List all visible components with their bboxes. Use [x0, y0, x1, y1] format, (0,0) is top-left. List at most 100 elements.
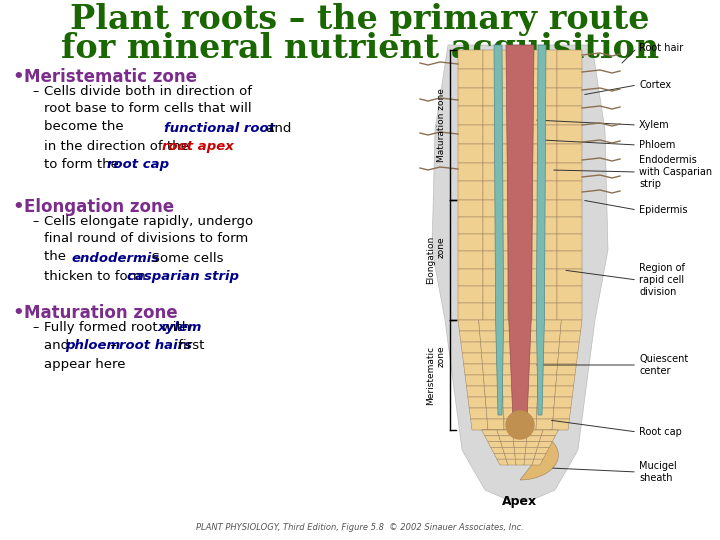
Polygon shape	[500, 320, 520, 331]
Polygon shape	[526, 436, 541, 442]
Polygon shape	[458, 286, 483, 303]
Polygon shape	[497, 430, 513, 436]
Polygon shape	[557, 268, 582, 286]
Polygon shape	[557, 286, 582, 303]
Polygon shape	[479, 320, 500, 331]
Polygon shape	[461, 342, 482, 353]
Polygon shape	[555, 386, 574, 397]
Text: PLANT PHYSIOLOGY, Third Edition, Figure 5.8  © 2002 Sinauer Associates, Inc.: PLANT PHYSIOLOGY, Third Edition, Figure …	[196, 523, 524, 532]
Text: Region of
rapid cell
division: Region of rapid cell division	[639, 264, 685, 296]
Polygon shape	[458, 181, 483, 200]
Polygon shape	[483, 286, 508, 303]
Polygon shape	[552, 419, 570, 430]
Polygon shape	[491, 448, 504, 454]
Text: Mucigel
sheath: Mucigel sheath	[639, 461, 677, 483]
Polygon shape	[536, 408, 554, 419]
Polygon shape	[539, 353, 559, 364]
Polygon shape	[520, 386, 538, 397]
Polygon shape	[500, 342, 520, 353]
Circle shape	[506, 411, 534, 439]
Text: Cells divide both in direction of
root base to form cells that will
become the: Cells divide both in direction of root b…	[44, 85, 252, 133]
Polygon shape	[527, 430, 543, 436]
Polygon shape	[508, 69, 532, 87]
Text: Epidermis: Epidermis	[639, 205, 688, 215]
Polygon shape	[539, 436, 555, 442]
Polygon shape	[532, 50, 557, 69]
Text: •: •	[12, 198, 24, 216]
Text: Maturation zone: Maturation zone	[24, 304, 178, 322]
Polygon shape	[539, 364, 557, 375]
Polygon shape	[483, 50, 508, 69]
Text: in the direction of the: in the direction of the	[44, 140, 193, 153]
Polygon shape	[483, 303, 508, 320]
Text: phloem: phloem	[65, 339, 120, 352]
Polygon shape	[554, 397, 572, 408]
Polygon shape	[458, 144, 483, 163]
Polygon shape	[532, 200, 557, 217]
Polygon shape	[557, 217, 582, 234]
Polygon shape	[525, 448, 538, 454]
Text: Elongation zone: Elongation zone	[24, 198, 174, 216]
Polygon shape	[485, 436, 500, 442]
Polygon shape	[508, 163, 532, 181]
Polygon shape	[556, 375, 575, 386]
Polygon shape	[508, 50, 532, 69]
Polygon shape	[508, 234, 532, 252]
Text: Meristematic
zone: Meristematic zone	[426, 346, 446, 404]
Text: Root hair: Root hair	[639, 43, 683, 53]
Text: Root cap: Root cap	[639, 427, 682, 437]
Polygon shape	[480, 342, 500, 353]
Polygon shape	[532, 106, 557, 125]
Polygon shape	[508, 217, 532, 234]
Polygon shape	[483, 69, 508, 87]
Polygon shape	[534, 454, 546, 459]
Polygon shape	[540, 320, 562, 331]
Polygon shape	[532, 459, 543, 465]
Polygon shape	[532, 217, 557, 234]
Polygon shape	[499, 436, 513, 442]
Polygon shape	[487, 442, 503, 448]
Polygon shape	[494, 454, 506, 459]
Polygon shape	[485, 397, 503, 408]
Polygon shape	[520, 397, 537, 408]
Polygon shape	[480, 331, 500, 342]
Polygon shape	[515, 454, 525, 459]
Polygon shape	[520, 364, 539, 375]
Polygon shape	[458, 252, 483, 268]
Polygon shape	[560, 320, 582, 331]
Polygon shape	[458, 268, 483, 286]
Polygon shape	[458, 234, 483, 252]
Polygon shape	[537, 386, 556, 397]
Polygon shape	[502, 375, 520, 386]
Polygon shape	[520, 419, 536, 430]
Polygon shape	[501, 364, 520, 375]
Polygon shape	[557, 181, 582, 200]
Polygon shape	[458, 303, 483, 320]
Polygon shape	[467, 386, 485, 397]
Text: xylem: xylem	[158, 321, 202, 334]
Text: Maturation zone: Maturation zone	[437, 88, 446, 162]
Polygon shape	[503, 448, 515, 454]
Text: appear here: appear here	[44, 357, 125, 370]
Text: and: and	[262, 122, 292, 134]
Polygon shape	[508, 181, 532, 200]
Polygon shape	[458, 106, 483, 125]
Polygon shape	[508, 286, 532, 303]
Polygon shape	[532, 268, 557, 286]
Polygon shape	[532, 181, 557, 200]
Polygon shape	[458, 163, 483, 181]
Polygon shape	[500, 442, 514, 448]
Polygon shape	[557, 106, 582, 125]
Polygon shape	[483, 163, 508, 181]
Polygon shape	[559, 342, 579, 353]
Polygon shape	[513, 442, 526, 448]
Text: thicken to form: thicken to form	[44, 270, 150, 283]
Polygon shape	[557, 303, 582, 320]
Polygon shape	[458, 217, 483, 234]
Polygon shape	[482, 353, 501, 364]
Polygon shape	[459, 331, 480, 342]
Text: and: and	[44, 339, 73, 352]
Polygon shape	[465, 375, 485, 386]
Polygon shape	[532, 125, 557, 144]
Polygon shape	[497, 459, 508, 465]
